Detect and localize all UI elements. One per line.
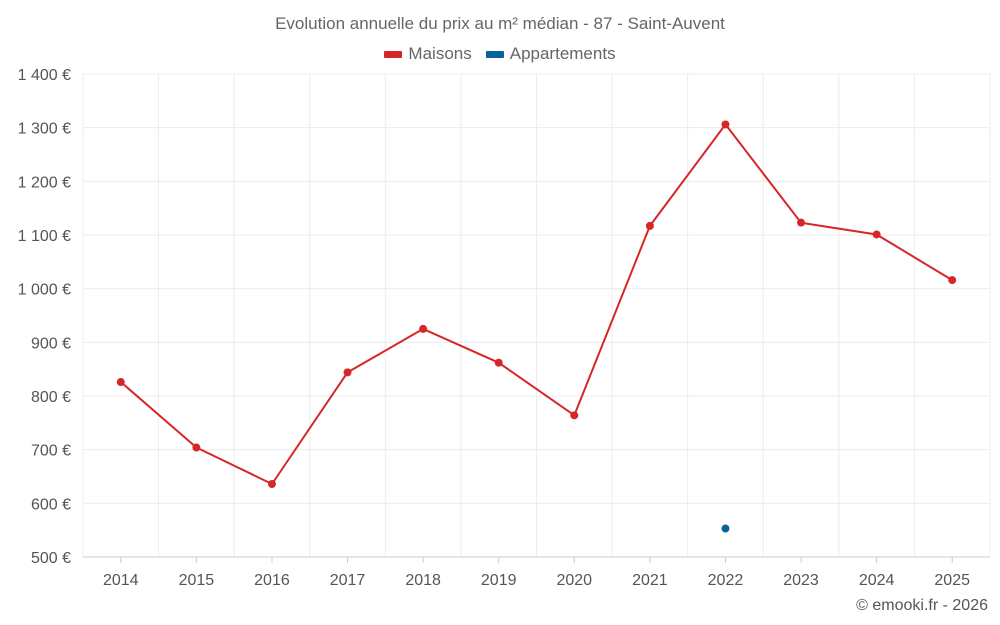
legend-swatch-maisons xyxy=(384,50,403,58)
data-point-maisons xyxy=(343,368,352,377)
x-tick-label: 2020 xyxy=(556,572,592,589)
x-tick-label: 2019 xyxy=(481,572,517,589)
legend-item-maisons[interactable]: Maisons xyxy=(384,44,472,64)
chart-legend: Maisons Appartements xyxy=(0,44,1000,64)
y-tick-label: 1 200 € xyxy=(18,174,71,191)
legend-swatch-appartements xyxy=(485,50,504,58)
credit-text: © emooki.fr - 2026 xyxy=(856,597,988,614)
y-tick-label: 600 € xyxy=(31,496,71,513)
data-point-maisons xyxy=(116,378,125,387)
x-tick-label: 2021 xyxy=(632,572,668,589)
legend-label-appartements: Appartements xyxy=(509,44,616,63)
data-point-appartements xyxy=(721,524,730,533)
y-tick-label: 1 400 € xyxy=(18,67,71,84)
x-tick-label: 2014 xyxy=(103,572,139,589)
data-point-maisons xyxy=(948,276,957,285)
x-tick-label: 2018 xyxy=(405,572,441,589)
data-point-maisons xyxy=(797,218,806,227)
x-tick-label: 2022 xyxy=(708,572,744,589)
y-tick-label: 1 300 € xyxy=(18,121,71,138)
x-tick-label: 2024 xyxy=(859,572,895,589)
x-tick-label: 2023 xyxy=(783,572,819,589)
data-point-maisons xyxy=(721,120,730,129)
y-tick-label: 700 € xyxy=(31,443,71,460)
y-tick-label: 800 € xyxy=(31,389,71,406)
legend-item-appartements[interactable]: Appartements xyxy=(485,44,616,64)
data-point-maisons xyxy=(645,221,654,230)
data-point-maisons xyxy=(419,324,428,333)
data-point-maisons xyxy=(192,443,201,452)
data-point-maisons xyxy=(872,230,881,239)
x-tick-label: 2025 xyxy=(934,572,970,589)
y-tick-label: 500 € xyxy=(31,550,71,567)
y-tick-label: 1 100 € xyxy=(18,228,71,245)
data-point-maisons xyxy=(267,480,276,489)
data-point-maisons xyxy=(570,411,579,420)
legend-label-maisons: Maisons xyxy=(408,44,472,63)
chart-title: Evolution annuelle du prix au m² médian … xyxy=(275,14,725,33)
x-tick-label: 2015 xyxy=(179,572,215,589)
y-tick-label: 900 € xyxy=(31,335,71,352)
series-line-maisons xyxy=(120,123,953,485)
x-tick-label: 2016 xyxy=(254,572,290,589)
y-tick-label: 1 000 € xyxy=(18,282,71,299)
data-point-maisons xyxy=(494,358,503,367)
x-tick-label: 2017 xyxy=(330,572,366,589)
